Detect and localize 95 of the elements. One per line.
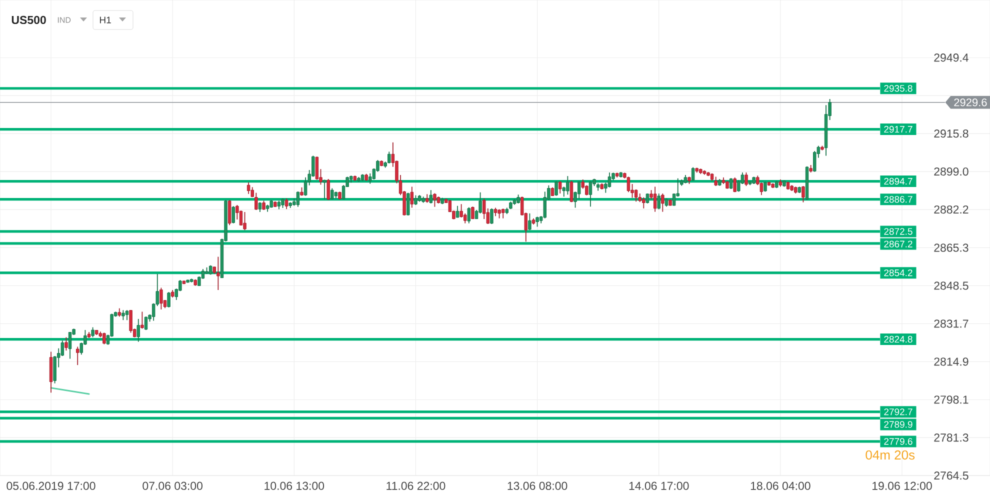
y-tick-label: 2899.0: [934, 167, 968, 176]
ref-line-label: 2824.8: [884, 336, 912, 343]
candlestick: [570, 180, 574, 203]
y-tick-label: 2882.2: [934, 205, 968, 214]
candlestick: [802, 186, 805, 203]
candlestick: [296, 191, 300, 208]
candlestick: [433, 192, 436, 208]
ref-line-label: 2792.7: [884, 408, 912, 416]
candlestick: [144, 316, 148, 330]
x-tick-label: 14.06 17:00: [629, 482, 689, 490]
y-tick-label: 2781.3: [934, 434, 968, 442]
candlestick: [558, 180, 562, 194]
candlestick: [406, 192, 410, 216]
ref-line-label: 2779.6: [884, 438, 912, 445]
x-tick-label: 19.06 12:00: [872, 482, 932, 490]
candlestick: [160, 287, 163, 310]
candlestick: [626, 176, 630, 193]
candlestick: [588, 180, 592, 208]
candlestick: [254, 192, 258, 210]
candlestick: [167, 292, 170, 308]
candlestick: [246, 182, 250, 194]
candlestick: [429, 190, 433, 204]
candlestick: [304, 176, 308, 196]
candlestick: [262, 200, 266, 210]
ref-line-label: 2872.5: [884, 228, 912, 235]
y-tick-label: 2949.4: [934, 54, 968, 62]
x-tick-label: 07.06 03:00: [142, 482, 202, 490]
x-tick-label: 11.06 22:00: [386, 482, 446, 490]
candlestick: [634, 188, 638, 202]
candlestick: [326, 178, 330, 200]
candlestick: [243, 212, 246, 231]
candlestick: [129, 310, 132, 334]
ref-line-label: 2935.8: [884, 85, 912, 92]
ref-line-label: 2929.6: [954, 98, 987, 106]
candlestick: [608, 172, 612, 188]
candlestick: [64, 336, 68, 352]
text: US500: [12, 16, 46, 24]
candlestick: [467, 206, 471, 224]
candlestick: [388, 151, 391, 164]
candlestick: [232, 206, 235, 224]
candlestick: [729, 178, 733, 190]
candlestick: [315, 156, 319, 180]
ref-line-label: 2789.9: [884, 421, 912, 428]
y-tick-label: 2915.8: [934, 130, 968, 138]
candlestick: [490, 208, 494, 224]
candlestick: [125, 310, 129, 321]
candlestick: [456, 205, 460, 218]
candlestick: [76, 346, 80, 366]
ref-line-label: 2854.2: [884, 269, 912, 276]
x-tick-label: 18.06 04:00: [750, 482, 810, 490]
ref-line-label: 2867.2: [884, 240, 912, 248]
ref-line-label: 2886.7: [884, 196, 912, 203]
candlestick: [368, 172, 372, 184]
x-tick-label: 10.06 13:00: [264, 482, 324, 490]
candlestick: [528, 212, 532, 231]
candlestick: [714, 176, 718, 186]
candlestick: [102, 332, 106, 345]
candlestick: [642, 196, 646, 209]
x-tick-label: 13.06 08:00: [508, 482, 568, 490]
y-tick-label: 2798.1: [934, 396, 968, 404]
candlestick: [239, 210, 243, 226]
candlestick: [410, 186, 414, 208]
candlestick: [661, 193, 664, 212]
candlestick: [136, 318, 140, 342]
x-tick-label: 05.06.2019 17:00: [6, 482, 96, 490]
candlestick: [122, 310, 125, 321]
candlestick: [672, 193, 676, 206]
annotation: H1: [100, 16, 111, 24]
annotation: 04m 20s: [866, 450, 915, 460]
candlestick: [733, 176, 736, 193]
y-tick-label: 2865.3: [934, 244, 968, 252]
y-tick-label: 2831.7: [934, 320, 968, 328]
y-tick-label: 2764.5: [934, 472, 968, 480]
candlestick: [657, 193, 660, 210]
candlestick: [414, 194, 418, 206]
y-tick-label: 2848.5: [934, 282, 968, 290]
candlestick: [471, 206, 474, 220]
candlestick: [281, 198, 284, 208]
candlestick: [216, 256, 220, 290]
candlestick: [140, 311, 144, 330]
candlestick: [501, 208, 505, 219]
candlestick: [228, 200, 232, 226]
candlestick: [577, 180, 581, 200]
candlestick: [653, 186, 657, 212]
candlestick: [744, 172, 748, 186]
y-tick-label: 2814.9: [934, 358, 968, 366]
ref-line-label: 2894.7: [884, 178, 912, 185]
candlestick: [91, 326, 94, 338]
annotation: IND: [58, 17, 71, 23]
candlestick: [691, 166, 695, 182]
ref-line-label: 2917.7: [884, 126, 912, 133]
candlestick: [566, 176, 570, 196]
candlestick: [284, 198, 288, 210]
candlestick: [68, 332, 72, 360]
candlestick: [330, 188, 334, 200]
